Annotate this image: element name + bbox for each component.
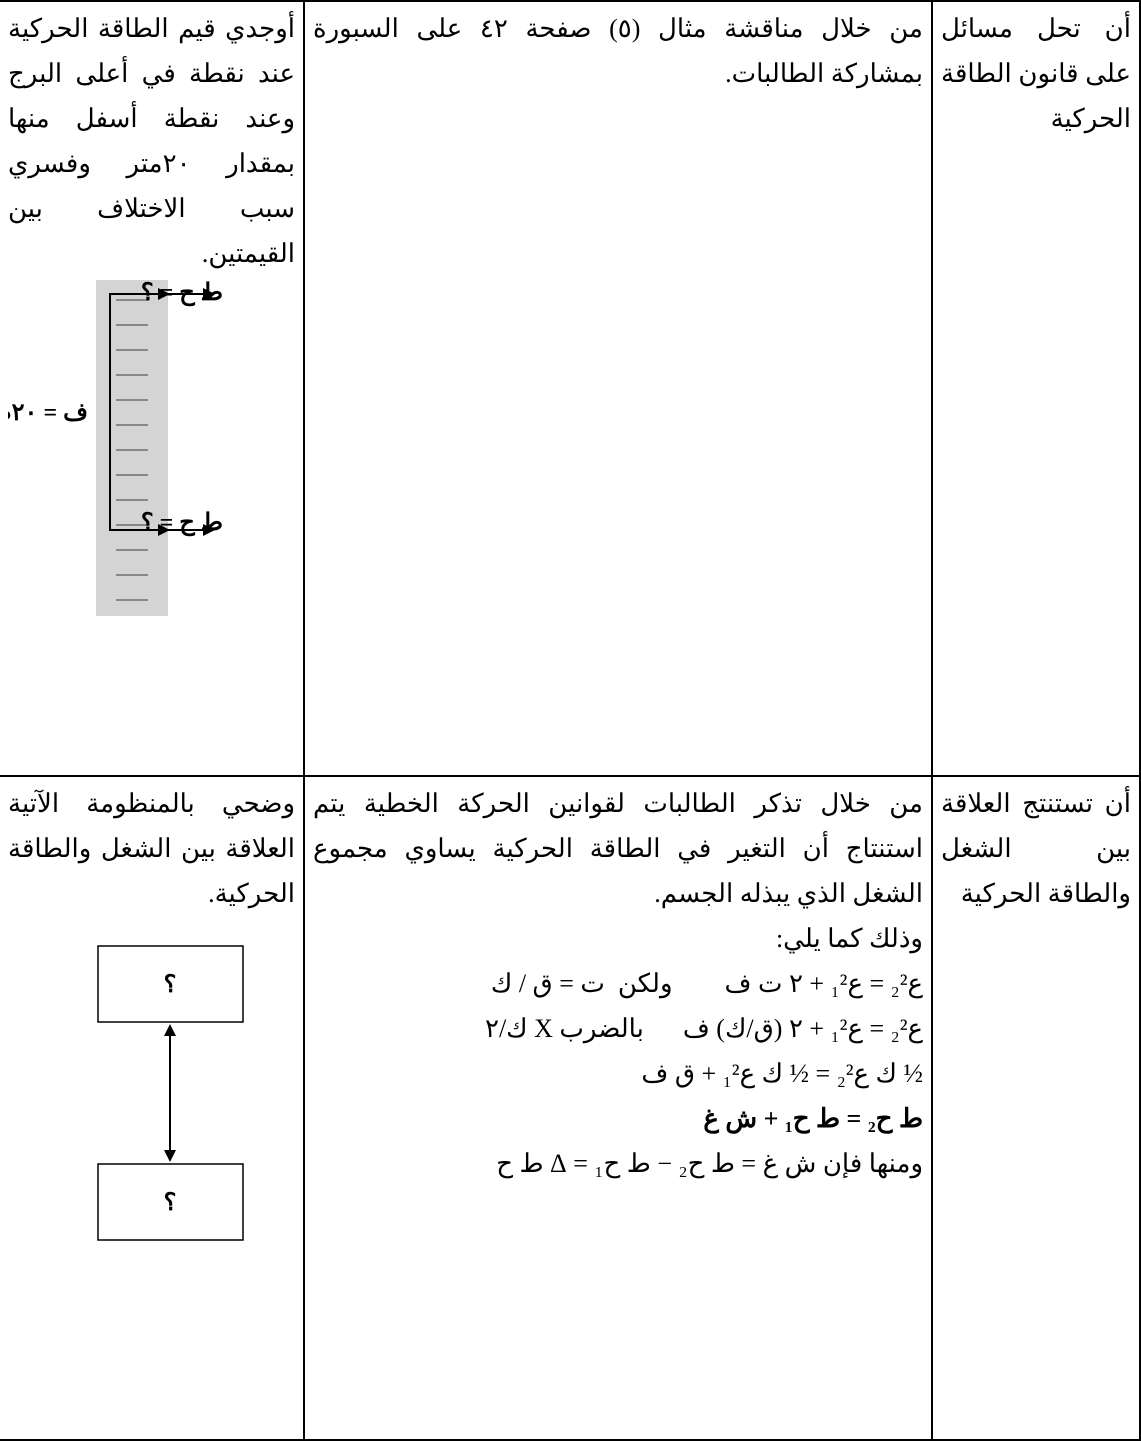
box-label: ؟	[164, 972, 177, 998]
procedure-line: من خلال مناقشة مثال (٥) صفحة ٤٢ على السب…	[313, 14, 923, 88]
procedure-line: وذلك كما يلي:	[775, 924, 923, 953]
bottom-label: ط ح = ؟	[141, 510, 223, 537]
equation: ع₂² = ع₁² + ٢ (ق/ك) ف بالضرب X ك/٢	[484, 1014, 923, 1043]
evaluation: أوجدي قيم الطاقة الحركية عند نقطة في أعل…	[8, 14, 295, 268]
evaluation: وضحي بالمنظومة الآتية العلاقة بين الشغل …	[8, 789, 295, 908]
tower-photo	[96, 280, 168, 616]
arrow-head	[164, 1150, 176, 1162]
objective-cell: أن تستنتج العلاقة بين الشغل والطاقة الحر…	[931, 775, 1141, 1441]
top-label: ط ح = ؟	[141, 280, 223, 307]
procedure-line: من خلال تذكر الطالبات لقوانين الحركة الخ…	[313, 789, 923, 908]
objective: أن تحل مسائل على قانون الطاقة الحركية	[941, 14, 1131, 133]
arrow-heads	[158, 288, 215, 536]
evaluation-cell: وضحي بالمنظومة الآتية العلاقة بين الشغل …	[0, 775, 305, 1441]
tower-floors	[116, 299, 148, 601]
box-label: ؟	[164, 1190, 177, 1216]
equation: ½ ك ع₂² = ½ ك ع₁² + ق ف	[641, 1059, 923, 1088]
box	[97, 945, 244, 1023]
equation: ع₂² = ع₁² + ٢ ت ف ولكن ت = ق / ك	[490, 969, 923, 998]
equation: ومنها فإن ش غ = ط ح₂ − ط ح₁ = Δ ط ح	[496, 1149, 923, 1178]
procedure-cell: من خلال تذكر الطالبات لقوانين الحركة الخ…	[303, 775, 933, 1441]
procedure-cell: من خلال مناقشة مثال (٥) صفحة ٤٢ على السب…	[303, 0, 933, 777]
tower-figure: ط ح = ؟ ط ح = ؟ ف = ٢٠م	[8, 280, 223, 616]
arrow-head	[164, 1024, 176, 1036]
system-diagram: ؟ ؟	[97, 945, 244, 1241]
row: أن تحل مسائل على قانون الطاقة الحركية من…	[0, 0, 1141, 777]
objective-cell: أن تحل مسائل على قانون الطاقة الحركية	[931, 0, 1141, 777]
distance-label: ف = ٢٠م	[8, 400, 88, 427]
evaluation-cell: أوجدي قيم الطاقة الحركية عند نقطة في أعل…	[0, 0, 305, 777]
equation: ط ح₂ = ط ح₁ + ش غ	[703, 1104, 923, 1133]
objective: أن تستنتج العلاقة بين الشغل والطاقة الحر…	[941, 789, 1131, 908]
row: أن تستنتج العلاقة بين الشغل والطاقة الحر…	[0, 775, 1141, 1441]
box	[97, 1163, 244, 1241]
